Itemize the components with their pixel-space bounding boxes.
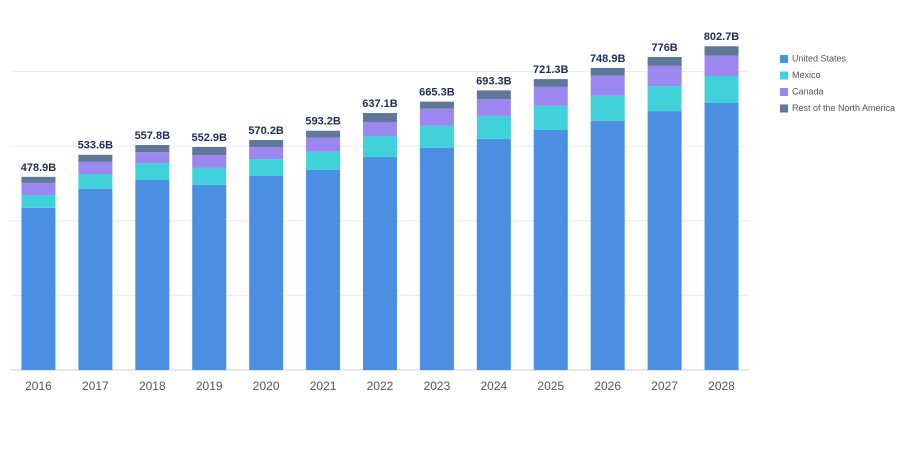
bar-segment — [306, 130, 341, 138]
total-label: 748.9B — [590, 53, 626, 65]
x-tick-label: 2025 — [537, 379, 564, 393]
bar-segment — [533, 105, 568, 131]
x-tick-label: 2024 — [480, 379, 507, 393]
bar-segment — [363, 157, 397, 370]
bar-segment — [78, 188, 113, 370]
bar-segment — [590, 95, 625, 121]
legend-swatch — [780, 88, 788, 96]
bar-segment — [135, 145, 170, 153]
bar-segment — [476, 138, 511, 370]
bar-segment — [249, 159, 284, 177]
bar-segment — [249, 176, 284, 370]
total-label: 478.9B — [21, 162, 57, 174]
bar-segment — [192, 147, 227, 156]
bar-segment — [249, 140, 284, 147]
bar-segment — [21, 182, 56, 195]
bar-segment — [704, 75, 739, 104]
bar-segment — [306, 137, 341, 152]
bar-segment — [476, 115, 511, 139]
bar-segment — [590, 67, 625, 76]
total-label: 637.1B — [362, 98, 398, 110]
total-label: 693.3B — [476, 75, 512, 87]
bar-segment — [78, 161, 113, 174]
bar-segment — [21, 194, 56, 208]
bar-segment — [419, 108, 454, 126]
bar-segment — [419, 147, 454, 370]
bar-segment — [704, 103, 739, 370]
bar-segment — [647, 65, 682, 87]
total-label: 552.9B — [191, 132, 227, 144]
bar-segment — [363, 113, 397, 122]
bar-segment — [533, 86, 568, 106]
bar-segment — [306, 169, 341, 370]
bar-segment — [533, 79, 568, 87]
legend-label: Mexico — [792, 70, 821, 80]
bar-segment — [192, 167, 227, 185]
bar-segment — [704, 55, 739, 76]
total-label: 776B — [651, 42, 677, 54]
bar-segment — [363, 121, 397, 137]
x-tick-label: 2028 — [708, 379, 735, 393]
bar-segment — [590, 120, 625, 370]
x-tick-label: 2019 — [196, 379, 223, 393]
x-tick-label: 2022 — [367, 379, 394, 393]
bar-segment — [78, 173, 113, 189]
total-label: 802.7B — [704, 31, 740, 43]
bar-segment — [590, 75, 625, 96]
total-label: 533.6B — [78, 140, 114, 152]
x-tick-label: 2026 — [594, 379, 621, 393]
x-tick-label: 2017 — [82, 379, 109, 393]
x-tick-label: 2023 — [424, 379, 451, 393]
bar-segment — [135, 152, 170, 164]
bar-segment — [419, 101, 454, 109]
bar-segment — [476, 90, 511, 99]
total-label: 570.2B — [248, 125, 284, 137]
bar-segment — [363, 136, 397, 158]
bar-segment — [78, 154, 113, 162]
bar-segment — [419, 125, 454, 148]
legend-swatch — [780, 71, 788, 80]
bar-segment — [192, 155, 227, 168]
bar-segment — [135, 180, 170, 370]
x-tick-label: 2027 — [651, 379, 678, 393]
bar-segment — [192, 184, 227, 370]
total-label: 593.2B — [305, 116, 341, 128]
legend-label: Rest of the North America — [792, 103, 895, 113]
total-label: 557.8B — [135, 130, 171, 142]
legend-label: United States — [792, 53, 847, 63]
legend-swatch — [780, 55, 788, 63]
bar-segment — [647, 86, 682, 112]
bar-segment — [647, 57, 682, 66]
bar-segment — [704, 46, 739, 56]
bar-segment — [21, 176, 56, 183]
legend-label: Canada — [792, 86, 824, 96]
legend-swatch — [780, 104, 788, 113]
bar-segment — [647, 111, 682, 370]
bar-segment — [476, 98, 511, 116]
bar-segment — [533, 130, 568, 370]
x-tick-label: 2020 — [253, 379, 280, 393]
x-tick-label: 2016 — [25, 379, 52, 393]
bar-segment — [306, 151, 341, 170]
bar-segment — [21, 207, 56, 370]
x-tick-label: 2021 — [310, 379, 337, 393]
bar-segment — [135, 163, 170, 181]
bar-segment — [249, 146, 284, 160]
total-label: 665.3B — [419, 87, 455, 99]
total-label: 721.3B — [533, 64, 569, 76]
x-tick-label: 2018 — [139, 379, 166, 393]
